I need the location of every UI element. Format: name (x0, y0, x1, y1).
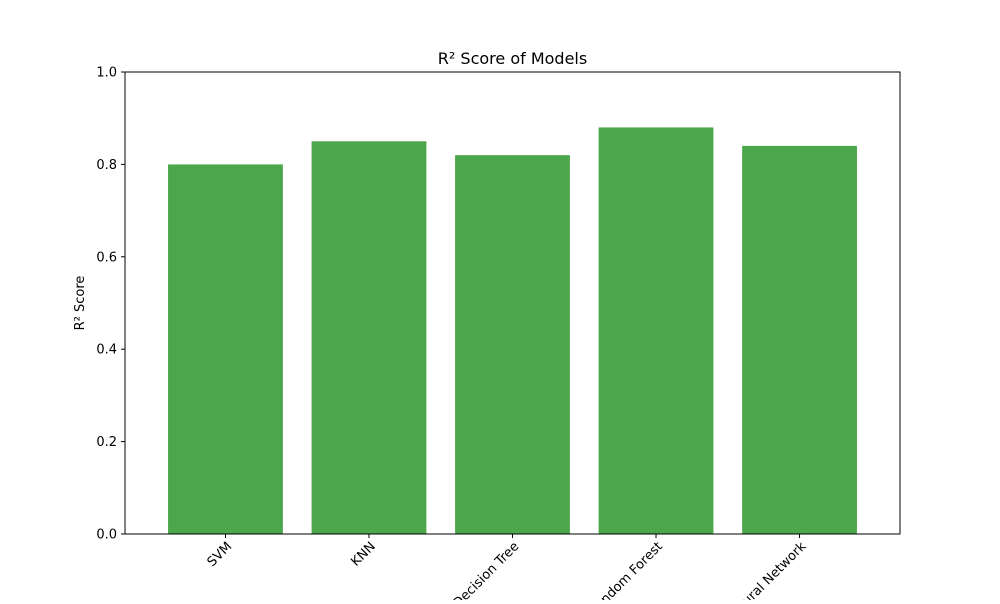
bar-knn (311, 141, 427, 535)
y-axis-ticks: 0.0 0.2 0.4 0.6 0.8 1.0 (96, 66, 125, 543)
y-tick-label: 1.0 (96, 66, 117, 81)
y-tick-label: 0.4 (96, 343, 117, 358)
y-tick-label: 0.2 (96, 435, 117, 450)
y-tick-label: 0.0 (96, 528, 117, 543)
y-tick-label: 0.6 (96, 250, 117, 265)
bar-neural-network (742, 145, 857, 535)
plot-frame (124, 71, 901, 535)
bar-decision-tree (455, 155, 570, 534)
bars-layer (168, 127, 857, 535)
y-tick-label: 0.8 (96, 158, 117, 173)
bar-svm (168, 164, 283, 534)
bar-random-forest (598, 127, 714, 534)
y-axis-title: R² Score (73, 276, 88, 331)
chart-title: R² Score of Models (438, 49, 587, 68)
